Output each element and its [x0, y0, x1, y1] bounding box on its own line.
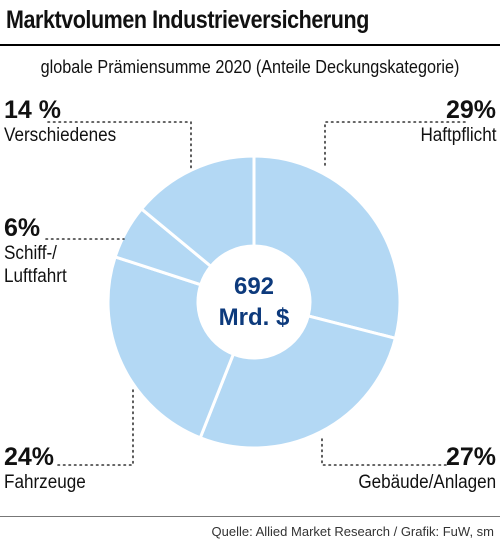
slice-category-label: Gebäude/Anlagen — [358, 472, 496, 493]
donut-slice-fahrzeuge — [106, 254, 236, 440]
slice-label-fahrzeuge: 24% Fahrzeuge — [4, 443, 95, 494]
chart-subtitle: globale Prämiensumme 2020 (Anteile Decku… — [40, 57, 460, 77]
title-rule — [0, 44, 500, 46]
slice-value-label: 24% — [4, 443, 55, 471]
leader-line-verschiedenes — [47, 121, 192, 169]
leader-line-haftpflicht — [324, 121, 466, 169]
donut-slice-verschiedenes — [139, 154, 256, 269]
center-total-unit: Mrd. $ — [219, 304, 290, 331]
slice-label-schiff-luftfahrt: 6% Schiff-/ Luftfahrt — [4, 214, 74, 288]
leader-line-gebaeude — [321, 434, 447, 466]
source-credit: Quelle: Allied Market Research / Grafik:… — [211, 524, 494, 539]
donut-slice-haftpflicht — [252, 154, 402, 341]
slice-category-label: Fahrzeuge — [4, 472, 86, 493]
slice-value-label: 29% — [445, 96, 496, 124]
slice-label-haftpflicht: 29% Haftpflicht — [412, 96, 496, 147]
donut-slice-gebäude-anlagen — [198, 314, 398, 450]
slice-value-label: 14 % — [4, 96, 61, 124]
chart-title: Marktvolumen Industrieversicherung — [6, 6, 369, 34]
slice-category-label: Verschiedenes — [4, 125, 117, 146]
footer-rule — [0, 516, 500, 517]
slice-label-verschiedenes: 14 % Verschiedenes — [4, 96, 129, 147]
center-total-value: 692 — [234, 273, 274, 300]
slice-category-label: Schiff-/ Luftfahrt — [4, 243, 67, 287]
slice-label-gebaeude-anlagen: 27% Gebäude/Anlagen — [343, 443, 496, 494]
slice-value-label: 6% — [4, 214, 41, 242]
slice-category-label: Haftpflicht — [419, 125, 496, 146]
slice-value-label: 27% — [445, 443, 496, 471]
